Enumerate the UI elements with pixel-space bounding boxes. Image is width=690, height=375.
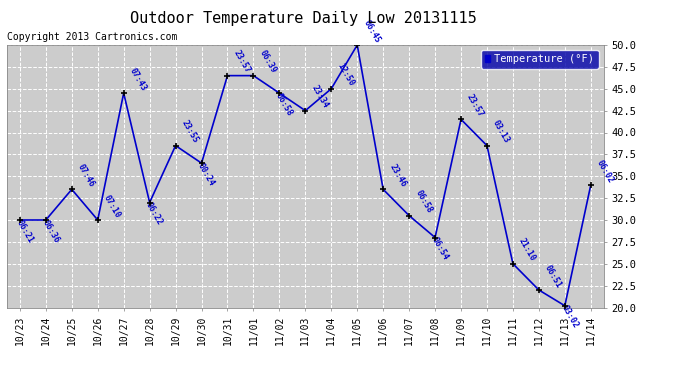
Text: 23:55: 23:55 — [179, 119, 200, 145]
Text: 06:36: 06:36 — [40, 218, 61, 244]
Text: 21:10: 21:10 — [517, 237, 538, 263]
Text: 06:21: 06:21 — [14, 218, 34, 244]
Text: 06:22: 06:22 — [144, 201, 164, 227]
Text: 06:58: 06:58 — [274, 91, 294, 117]
Text: 07:43: 07:43 — [128, 66, 148, 92]
Text: 06:02: 06:02 — [595, 158, 615, 184]
Text: 06:58: 06:58 — [413, 189, 433, 215]
Text: 07:46: 07:46 — [76, 162, 96, 189]
Text: 06:51: 06:51 — [543, 263, 563, 289]
Text: 06:39: 06:39 — [257, 49, 278, 75]
Text: 00:24: 00:24 — [196, 161, 216, 188]
Text: 06:54: 06:54 — [429, 236, 450, 262]
Text: 12:50: 12:50 — [335, 62, 356, 88]
Legend: Temperature (°F): Temperature (°F) — [481, 50, 598, 69]
Text: Outdoor Temperature Daily Low 20131115: Outdoor Temperature Daily Low 20131115 — [130, 11, 477, 26]
Text: 23:46: 23:46 — [387, 162, 408, 189]
Text: 07:10: 07:10 — [102, 193, 122, 219]
Text: 23:34: 23:34 — [310, 84, 330, 110]
Text: 03:13: 03:13 — [491, 119, 511, 145]
Text: Copyright 2013 Cartronics.com: Copyright 2013 Cartronics.com — [7, 32, 177, 42]
Text: 03:02: 03:02 — [560, 304, 580, 330]
Text: 06:45: 06:45 — [362, 18, 382, 44]
Text: 23:57: 23:57 — [232, 49, 252, 75]
Text: 23:57: 23:57 — [465, 93, 486, 118]
